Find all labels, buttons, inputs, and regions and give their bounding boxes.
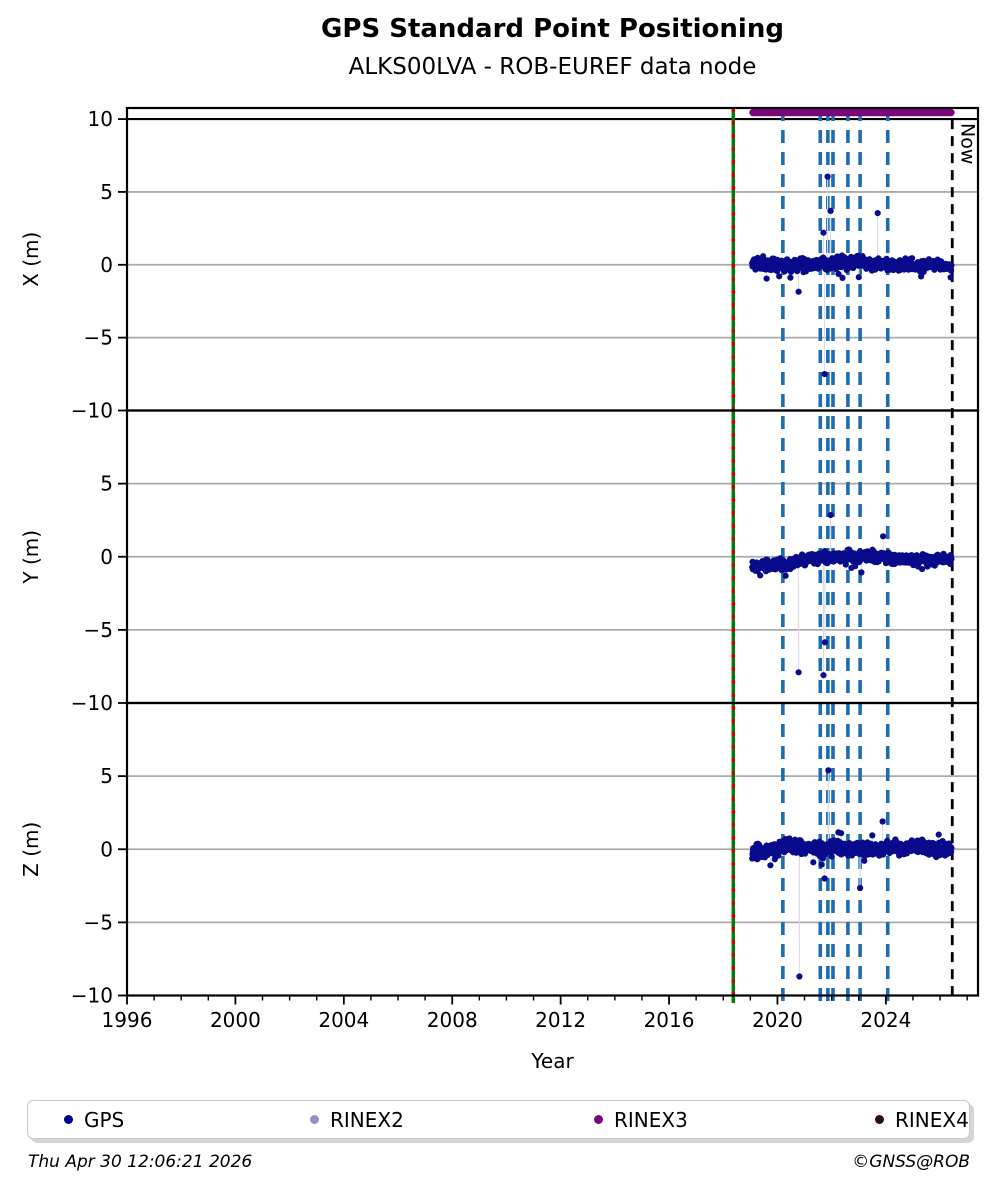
x-tick-label: 2004 <box>318 1008 369 1032</box>
x-tick-label: 2000 <box>210 1008 261 1032</box>
data-point <box>795 288 802 295</box>
legend-item-rinex2: RINEX2 <box>310 1108 404 1132</box>
data-point <box>947 560 954 568</box>
data-point <box>821 371 828 378</box>
rinex2-marker-icon <box>310 1115 319 1124</box>
now-label: Now <box>956 123 978 164</box>
data-point <box>852 563 859 570</box>
y-axis-label: X (m) <box>19 232 43 287</box>
gps-marker-icon <box>64 1115 73 1124</box>
x-tick-label: 1996 <box>102 1008 153 1032</box>
data-point <box>760 253 767 260</box>
data-point <box>879 818 886 825</box>
data-point <box>795 669 802 676</box>
data-point <box>842 561 849 568</box>
data-point <box>796 973 803 980</box>
y-tick-label: 0 <box>100 837 113 861</box>
x-tick-label: 2024 <box>860 1008 911 1032</box>
y-tick-label: 5 <box>100 472 113 496</box>
rinex4-marker-icon <box>875 1115 884 1124</box>
data-point <box>838 830 845 837</box>
legend-label-rinex4: RINEX4 <box>895 1107 969 1132</box>
x-tick-label: 2012 <box>535 1008 586 1032</box>
y-tick-label: 5 <box>100 764 113 788</box>
data-point <box>948 267 955 274</box>
data-point <box>787 274 794 281</box>
y-tick-label: −5 <box>84 618 113 642</box>
y-tick-label: −5 <box>84 910 113 934</box>
y-tick-label: 5 <box>100 180 113 204</box>
y-axis-label: Y (m) <box>19 530 43 585</box>
x-tick-label: 2016 <box>644 1008 695 1032</box>
data-point <box>825 767 832 774</box>
data-point <box>919 566 926 573</box>
rinex3-marker-icon <box>594 1115 603 1124</box>
data-point <box>909 255 916 262</box>
data-point <box>874 210 881 217</box>
data-point <box>839 274 846 281</box>
data-point <box>767 862 774 869</box>
data-point <box>820 672 827 679</box>
chart-title: GPS Standard Point Positioning <box>321 14 784 44</box>
data-point <box>757 572 764 579</box>
data-point <box>880 533 887 540</box>
data-point <box>855 274 862 281</box>
data-point <box>818 861 825 868</box>
chart-subtitle: ALKS00LVA - ROB-EUREF data node <box>348 54 757 80</box>
legend-label-rinex2: RINEX2 <box>330 1107 404 1132</box>
data-point <box>821 639 829 646</box>
legend-label-rinex3: RINEX3 <box>614 1107 688 1132</box>
data-point <box>824 173 831 180</box>
data-point <box>763 275 770 282</box>
data-point <box>861 857 868 864</box>
data-point <box>827 511 834 519</box>
y-tick-label: −10 <box>71 399 113 423</box>
data-point <box>827 207 834 214</box>
data-point <box>947 274 954 281</box>
legend: GPS RINEX2 RINEX3 RINEX4 <box>27 1100 970 1139</box>
y-tick-label: 0 <box>100 253 113 277</box>
y-axis-label: Z (m) <box>19 822 43 877</box>
data-point <box>820 229 827 236</box>
data-point <box>935 831 942 838</box>
legend-item-rinex4: RINEX4 <box>875 1108 969 1132</box>
y-tick-label: 0 <box>100 545 113 569</box>
y-tick-label: 10 <box>88 107 113 131</box>
data-point <box>948 262 955 269</box>
x-axis-label: Year <box>530 1049 574 1073</box>
data-point <box>828 853 835 860</box>
y-tick-label: −10 <box>71 984 113 1008</box>
data-point <box>782 572 789 579</box>
timestamp: Thu Apr 30 12:06:21 2026 <box>28 1152 253 1172</box>
legend-label-gps: GPS <box>84 1107 125 1132</box>
x-tick-label: 2008 <box>427 1008 478 1032</box>
data-point <box>821 875 828 882</box>
data-point <box>776 273 783 280</box>
data-point <box>948 844 955 852</box>
data-point <box>810 859 817 866</box>
data-point <box>857 884 864 892</box>
data-point <box>835 270 842 277</box>
x-tick-label: 2020 <box>752 1008 803 1032</box>
legend-item-rinex3: RINEX3 <box>594 1108 688 1132</box>
legend-item-gps: GPS <box>64 1108 124 1132</box>
data-point <box>858 569 865 576</box>
y-tick-label: −10 <box>71 691 113 715</box>
copyright: ©GNSS@ROB <box>852 1152 970 1172</box>
data-point <box>948 556 955 563</box>
data-point <box>869 832 876 839</box>
y-tick-label: −5 <box>84 326 113 350</box>
